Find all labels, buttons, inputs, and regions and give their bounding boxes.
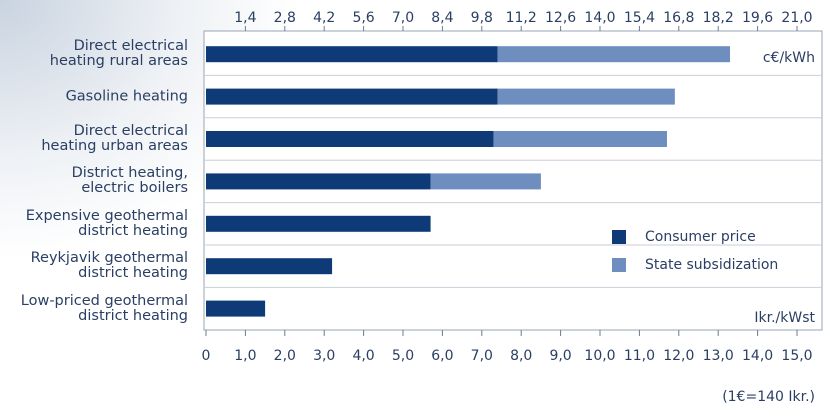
x-tick-label: 12,0 xyxy=(663,348,694,364)
x-tick-label: 6,0 xyxy=(431,348,453,364)
category-label: Direct electrical heating urban areas xyxy=(41,123,188,154)
bar-segment xyxy=(206,300,266,317)
category-label: District heating, electric boilers xyxy=(71,165,188,197)
x2-tick-label: 8,4 xyxy=(431,10,453,26)
x-tick-label: 1,0 xyxy=(234,348,256,364)
x-tick-label: 8,0 xyxy=(510,348,532,364)
x2-tick-label: 5,6 xyxy=(352,10,374,26)
x2-tick-label: 12,6 xyxy=(545,10,576,26)
bar-segment xyxy=(206,88,498,105)
x2-tick-label: 11,2 xyxy=(506,10,537,26)
x2-tick-label: 1,4 xyxy=(234,10,256,26)
x-tick-label: 9,0 xyxy=(549,348,571,364)
x2-tick-label: 21,0 xyxy=(781,10,812,26)
x2-tick-label: 18,2 xyxy=(703,10,734,26)
x2-tick-label: 7,0 xyxy=(392,10,414,26)
x2-tick-label: 9,8 xyxy=(471,10,493,26)
legend-swatch xyxy=(612,258,626,272)
category-label: Gasoline heating xyxy=(65,88,188,105)
x-tick-label: 5,0 xyxy=(392,348,414,364)
legend-swatch xyxy=(612,230,626,244)
bar-segment xyxy=(206,131,494,147)
x-tick-label: 14,0 xyxy=(742,348,773,364)
bar-segment xyxy=(497,88,675,105)
x2-tick-label: 2,8 xyxy=(274,10,296,26)
bar-segment xyxy=(206,173,431,190)
bar-segment xyxy=(206,46,498,63)
x-tick-label: 3,0 xyxy=(313,348,335,364)
category-label: Low-priced geothermal district heating xyxy=(20,292,188,324)
bar-segment xyxy=(206,215,431,232)
bar-segment xyxy=(206,258,333,275)
x-tick-label: 10,0 xyxy=(584,348,615,364)
bar-segment xyxy=(430,173,541,190)
category-label: Expensive geothermal district heating xyxy=(25,207,188,239)
x-tick-label: 11,0 xyxy=(624,348,655,364)
x2-tick-label: 19,6 xyxy=(742,10,773,26)
x2-tick-label: 14,0 xyxy=(584,10,615,26)
top-unit: c€/kWh xyxy=(763,50,815,66)
x2-tick-label: 16,8 xyxy=(663,10,694,26)
bottom-unit: Ikr./kWst xyxy=(754,310,815,326)
x-tick-label: 0 xyxy=(202,348,211,364)
x-tick-label: 4,0 xyxy=(352,348,374,364)
bar-segment xyxy=(497,46,731,63)
x2-tick-label: 4,2 xyxy=(313,10,335,26)
x-tick-label: 7,0 xyxy=(471,348,493,364)
note: (1€=140 Ikr.) xyxy=(722,389,815,405)
x-tick-label: 2,0 xyxy=(274,348,296,364)
x-tick-label: 15,0 xyxy=(781,348,812,364)
x2-tick-label: 15,4 xyxy=(624,10,655,26)
category-label: Reykjavik geothermal district heating xyxy=(30,250,188,282)
legend-label: State subsidization xyxy=(645,257,778,273)
bar-segment xyxy=(493,131,667,147)
x-tick-label: 13,0 xyxy=(703,348,734,364)
legend-label: Consumer price xyxy=(645,229,756,245)
category-label: Direct electrical heating rural areas xyxy=(49,38,188,70)
